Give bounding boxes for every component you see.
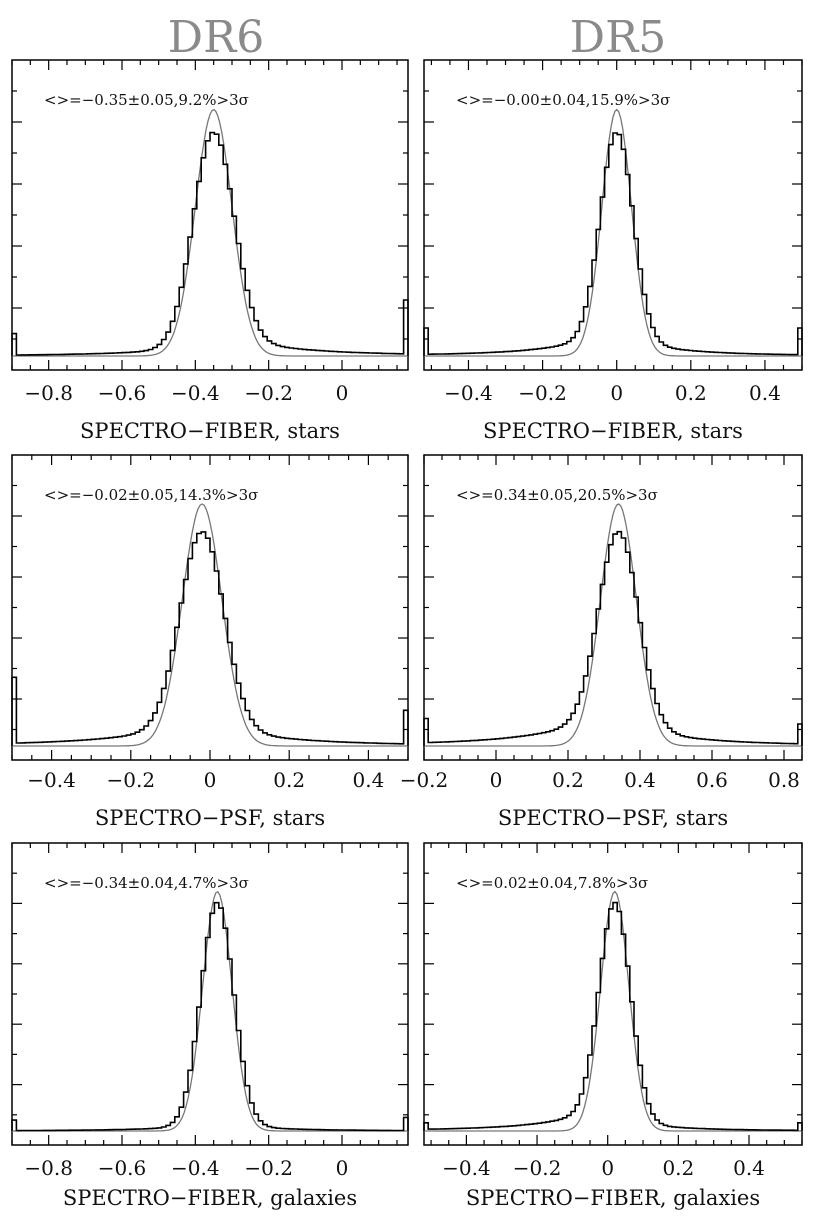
gaussian-fit-curve [424,503,802,747]
x-tick-label: 0.4 [733,1156,765,1180]
stat-annotation: <>=−0.34±0.04,4.7%>3σ [44,874,249,892]
x-tick-label: −0.2 [400,768,449,792]
x-tick-label: 0.2 [675,381,707,405]
column-title-dr6: DR6 [168,12,264,63]
x-tick-label: −0.4 [171,1156,220,1180]
histogram-panels: <>=−0.35±0.05,9.2%>3σ −0.8 −0.6 −0.4 −0.2 0 SP… [11,59,803,1210]
x-tick-label: −0.2 [107,768,156,792]
x-tick-label: −0.4 [444,381,493,405]
x-tick-label: 0 [336,1156,349,1180]
panel-2: <>=−0.00±0.04,15.9%>3σ −0.4 −0.2 0 0.2 0.4SPE… [423,59,803,443]
panel-4: <>=0.34±0.05,20.5%>3σ −0.2 0 0.2 0.4 0.6 0.8 SP… [400,454,803,830]
histogram-steps [11,531,409,746]
panel-5: <>=−0.34±0.04,4.7%>3σ −0.8 −0.6 −0.4 −0.2 0 SP… [11,842,409,1210]
x-axis-label: SPECTRO−FIBER, galaxies [63,1186,357,1210]
x-tick-label: 0 [204,768,217,792]
histogram-steps [423,132,803,356]
x-tick-label: 0.2 [273,768,305,792]
x-tick-label: −0.8 [24,1156,73,1180]
x-tick-label: 0.4 [624,768,656,792]
histogram-steps [11,131,409,356]
x-tick-label: −0.2 [244,381,293,405]
x-tick-label: 0.4 [352,768,384,792]
x-tick-label: −0.4 [171,381,220,405]
x-tick-label: 0 [610,381,623,405]
x-tick-label: −0.2 [244,1156,293,1180]
gaussian-fit-curve [424,108,802,357]
x-tick-label: −0.8 [24,381,73,405]
x-axis-label: SPECTRO−FIBER, stars [483,419,743,443]
gaussian-fit-curve [12,108,408,357]
x-tick-label: 0 [336,381,349,405]
x-tick-label: −0.6 [98,381,147,405]
x-tick-label: 0.6 [696,768,728,792]
x-axis-label: SPECTRO−PSF, stars [498,806,728,830]
stat-annotation: <>=−0.00±0.04,15.9%>3σ [456,91,670,109]
x-tick-label: 0 [601,1156,614,1180]
x-tick-label: 0.8 [768,768,800,792]
histogram-steps [423,530,803,746]
column-title-dr5: DR5 [570,12,666,63]
histogram-steps [423,901,803,1132]
gaussian-fit-curve [424,890,802,1132]
x-axis-label: SPECTRO−PSF, stars [95,806,325,830]
x-tick-label: −0.2 [518,381,567,405]
x-tick-label: −0.4 [442,1156,491,1180]
stat-annotation: <>=−0.35±0.05,9.2%>3σ [44,91,249,109]
panel-3: <>=−0.02±0.05,14.3%>3σ −0.4 −0.2 0 0.2 0.4 SPE… [11,454,409,830]
x-axis-label: SPECTRO−FIBER, galaxies [466,1186,760,1210]
stat-annotation: <>=0.34±0.05,20.5%>3σ [456,486,658,504]
x-tick-label: 0.2 [552,768,584,792]
panel-6: <>=0.02±0.04,7.8%>3σ −0.4 −0.2 0 0.2 0.4 SPECT… [423,842,803,1210]
x-axis-label: SPECTRO−FIBER, stars [80,419,340,443]
gaussian-fit-curve [12,503,408,747]
panel-1: <>=−0.35±0.05,9.2%>3σ −0.8 −0.6 −0.4 −0.2 0 SP… [11,59,409,443]
x-tick-label: −0.6 [98,1156,147,1180]
x-tick-label: −0.4 [27,768,76,792]
x-tick-label: −0.2 [513,1156,562,1180]
x-tick-label: 0.4 [749,381,781,405]
x-tick-label: 0.2 [662,1156,694,1180]
stat-annotation: <>=−0.02±0.05,14.3%>3σ [44,486,258,504]
histogram-steps [11,901,409,1132]
stat-annotation: <>=0.02±0.04,7.8%>3σ [456,874,648,892]
x-tick-label: 0 [490,768,503,792]
